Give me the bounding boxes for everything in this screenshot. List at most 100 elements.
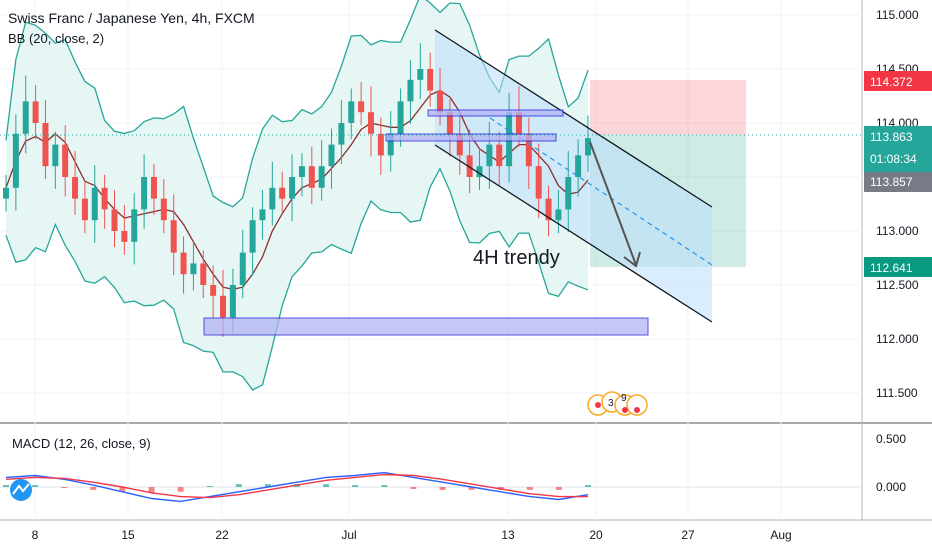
candle-body [170, 220, 177, 253]
macd-histogram-bar [555, 487, 562, 490]
macd-histogram-bar [32, 485, 39, 487]
candle-body [565, 177, 572, 210]
candle-body [3, 187, 9, 199]
candle-body [289, 177, 296, 199]
macd-histogram-bar [177, 487, 184, 492]
price-axis[interactable]: 115.000114.500114.000113.500113.000112.5… [876, 8, 919, 400]
trend-label[interactable]: 4H trendy [473, 247, 560, 269]
channel-lower-line[interactable] [434, 144, 713, 323]
take-profit-price-label: 112.641 [870, 261, 913, 275]
candle-body [220, 295, 227, 318]
macd-histogram-bar [3, 485, 9, 487]
time-tick-label: 13 [501, 528, 515, 542]
macd-histogram-bar [61, 487, 68, 488]
macd-pane[interactable] [0, 424, 862, 520]
candle-body [42, 123, 49, 167]
candle-body [269, 187, 276, 210]
candle-body [298, 166, 305, 177]
macd-tick-label: 0.500 [876, 432, 906, 446]
candle-body [249, 220, 256, 253]
candle-body [407, 79, 414, 102]
candle-body [328, 144, 335, 167]
candle-body [239, 252, 246, 285]
macd-histogram-bar [235, 484, 242, 487]
candle-body [348, 101, 355, 123]
macd-histogram-bar [585, 485, 591, 487]
candle-body [338, 123, 345, 145]
candle-body [200, 263, 207, 285]
event-count: 3 [608, 398, 614, 409]
price-tag: 113.857 [864, 172, 932, 192]
projection-arrow-head [623, 251, 641, 268]
candle-body [32, 101, 39, 123]
bollinger-legend[interactable]: BB (20, close, 2) [8, 31, 105, 46]
candle-body [456, 133, 463, 156]
time-axis[interactable]: 8 15 22 Jul 13 20 27 Aug [32, 528, 792, 542]
economic-event-markers[interactable]: 3 9 [587, 391, 648, 416]
time-tick-label: 20 [589, 528, 603, 542]
macd-signal-line [5, 473, 588, 499]
macd-histogram-bar [352, 485, 359, 487]
resistance-zone-upper[interactable] [427, 109, 564, 117]
candle-body [358, 101, 365, 113]
candle-body [229, 285, 236, 318]
event-count: 9 [621, 393, 627, 404]
candle-body [22, 101, 29, 134]
price-tick-label: 111.500 [876, 386, 918, 400]
candle-body [387, 133, 394, 156]
candle-body [486, 144, 493, 167]
price-tick-label: 112.000 [876, 332, 919, 346]
resistance-zone-lower[interactable] [385, 133, 557, 142]
chart-title[interactable]: Swiss Franc / Japanese Yen, 4h, FXCM [8, 10, 255, 26]
candle-body [131, 209, 138, 242]
macd-legend[interactable]: MACD (12, 26, close, 9) [12, 436, 151, 451]
price-tag: 113.863 01:08:34 [864, 126, 932, 176]
candle-body [555, 209, 562, 221]
tradingview-logo[interactable] [10, 479, 32, 501]
macd-histogram-bar [119, 487, 126, 492]
macd-histogram-bar [468, 487, 475, 490]
support-zone[interactable] [203, 317, 649, 336]
time-tick-label: 27 [681, 528, 695, 542]
candle-body [91, 187, 98, 221]
projection-arrow[interactable] [589, 141, 637, 266]
time-tick-label: 22 [215, 528, 229, 542]
candle-body [62, 144, 69, 177]
price-tag: 114.372 [864, 71, 932, 91]
candle-body [52, 144, 59, 167]
candle-body [190, 263, 197, 275]
candle-body [476, 166, 483, 177]
candle-body [210, 285, 217, 296]
macd-histogram-bar [410, 487, 417, 489]
current-price-label: 113.863 [870, 130, 913, 144]
macd-histogram-bar [264, 484, 271, 487]
macd-axis[interactable]: 0.500 0.000 [876, 432, 906, 494]
stop-loss-price-tag [864, 71, 932, 91]
channel-upper-line[interactable] [434, 29, 713, 208]
event-dot [595, 402, 601, 408]
candle-body [515, 112, 522, 134]
candle-body [545, 198, 552, 221]
time-tick-label: 8 [32, 528, 39, 542]
descending-channel-fill [435, 30, 712, 322]
time-tick-label: Aug [770, 528, 791, 542]
bb-basis-price-label: 113.857 [870, 175, 913, 189]
price-tick-label: 115.000 [876, 8, 919, 22]
current-price-tag [864, 126, 932, 176]
candle-body [150, 177, 157, 199]
event-dot [622, 407, 628, 413]
macd-histogram-bar [90, 487, 97, 490]
macd-histogram-bar [206, 486, 213, 488]
price-tag: 112.641 [864, 257, 932, 277]
candle-body [160, 198, 167, 221]
macd-tick-label: 0.000 [876, 480, 906, 494]
stop-loss-zone [590, 80, 746, 135]
candle-body [121, 231, 128, 242]
candle-body [496, 144, 503, 167]
candle-body [259, 209, 266, 221]
price-tick-label: 113.000 [876, 224, 919, 238]
logo-mark [12, 483, 30, 495]
candle-body [535, 166, 542, 199]
event-marker[interactable] [626, 394, 648, 416]
